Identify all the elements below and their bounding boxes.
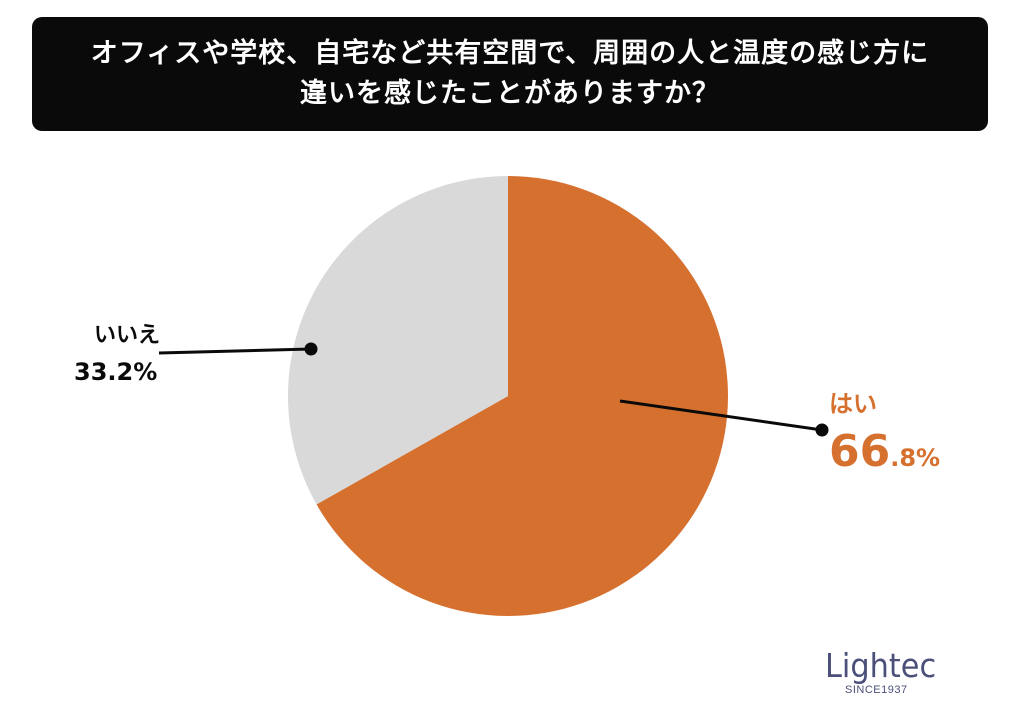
pie-slices [287,176,728,617]
title-line-1: オフィスや学校、自宅など共有空間で、周囲の人と温度の感じ方に [90,38,930,69]
pie-slice-yes [316,176,728,617]
yes-leader-line [619,399,823,432]
lightec-logo: Lightec SINCE1937 [825,648,945,698]
yes-value: 66.8% [829,426,940,477]
logo-wordmark: Lightec [825,646,937,685]
yes-label: はい [829,390,877,418]
pie-slice-no [287,176,508,505]
title-line-2: 違いを感じたことがありますか？ [300,78,720,109]
yes-value-dec: .8% [890,444,940,472]
no-value: 33.2% [74,358,157,386]
no-leader-dot [304,342,318,356]
yes-value-int: 66 [829,426,890,477]
no-leader-line [158,347,312,355]
logo-since: SINCE1937 [845,684,908,696]
yes-leader-dot [815,423,829,437]
no-label: いいえ [94,323,160,348]
title-banner: オフィスや学校、自宅など共有空間で、周囲の人と温度の感じ方に 違いを感じたことが… [32,17,988,131]
